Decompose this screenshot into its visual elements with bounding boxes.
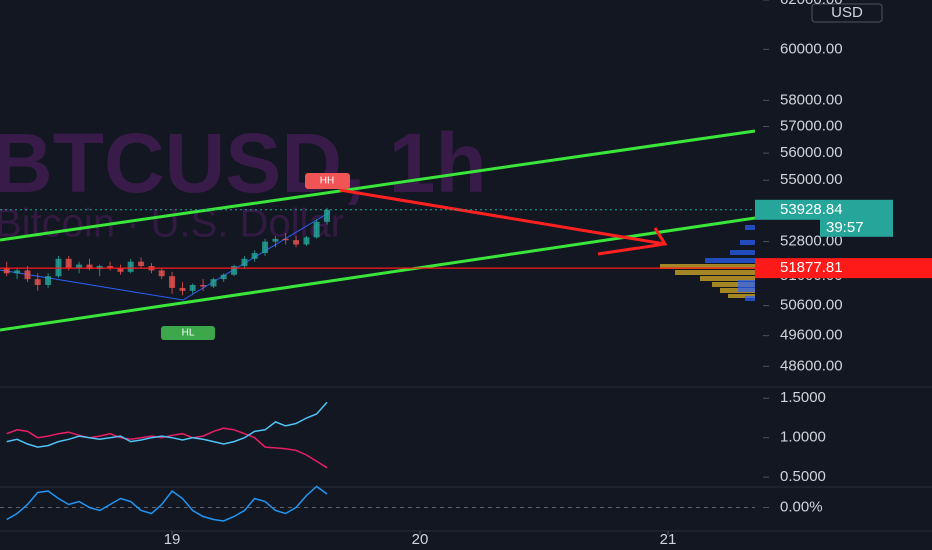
y-tick-label: 49600.00 (780, 327, 843, 344)
candle-body (127, 261, 134, 272)
hl-label-bg (161, 326, 215, 340)
candle-body (96, 266, 103, 269)
candle-body (65, 258, 72, 268)
candle-body (3, 267, 10, 274)
hh-label-bg (305, 173, 350, 189)
countdown: 39:57 (826, 219, 864, 236)
candle-body (251, 253, 258, 259)
currency: USD (831, 4, 863, 21)
y-tick-label: 1.5000 (780, 389, 826, 406)
y-tick-label: 48600.00 (780, 357, 843, 374)
candle-body (231, 266, 238, 275)
y-tick-label: 56000.00 (780, 144, 843, 161)
y-tick-label: 58000.00 (780, 91, 843, 108)
price-tag: 51877.81 (780, 259, 843, 276)
candle-body (138, 261, 145, 267)
candle-body (45, 276, 52, 285)
y-tick-label: 55000.00 (780, 171, 843, 188)
candle-body (303, 237, 310, 245)
y-tick-label: 0.5000 (780, 468, 826, 485)
y-tick-label: 50600.00 (780, 297, 843, 314)
last-price: 53928.84 (780, 201, 843, 218)
last-price-bg (755, 199, 893, 220)
channel-upper (0, 129, 756, 242)
price-tag-bg (755, 258, 932, 279)
x-tick-label: 21 (660, 531, 677, 548)
y-tick-label: 52800.00 (780, 233, 843, 250)
x-tick-label: 20 (412, 531, 429, 548)
candle-body (313, 221, 320, 238)
candle-body (241, 258, 248, 267)
candle-body (210, 279, 217, 287)
indicator-line (6, 485, 328, 522)
candle-body (293, 240, 300, 245)
candle-body (189, 284, 196, 291)
y-tick-label: 57000.00 (780, 117, 843, 134)
candle-body (220, 274, 227, 280)
candle-body (262, 241, 269, 254)
currency-box[interactable] (811, 3, 883, 23)
candle-body (14, 270, 21, 274)
watermark-subtitle: Bitcoin · U.S. Dollar (0, 202, 344, 246)
y-tick-label: 62000.00 (780, 0, 843, 8)
candle-body (169, 276, 176, 288)
candle-body (158, 270, 165, 277)
candle-body (272, 238, 279, 242)
candle-body (76, 264, 83, 268)
arrow-shaft (339, 188, 666, 246)
candle-body (282, 238, 289, 241)
volume-profile (660, 264, 755, 298)
candle-body (107, 266, 114, 268)
candle-body (55, 258, 62, 277)
y-tick-label: 0.00% (780, 498, 823, 515)
arrow-head (597, 227, 668, 256)
candle-body (200, 284, 207, 287)
candle-body (24, 270, 31, 280)
zigzag (0, 211, 331, 301)
x-tick-label: 19 (164, 531, 181, 548)
watermark: BTCUSD, 1h (0, 116, 487, 210)
y-tick-label: 60000.00 (780, 40, 843, 57)
hh-label: HH (320, 176, 334, 187)
candle-body (34, 279, 41, 285)
candle-body (117, 267, 124, 272)
indicator-line (6, 401, 328, 448)
candle-body (86, 264, 93, 269)
volume-profile-blue (705, 225, 755, 301)
hl-label: HL (182, 328, 195, 339)
candle-body (324, 209, 331, 222)
y-tick-label: 1.0000 (780, 429, 826, 446)
countdown-bg (820, 218, 893, 237)
candle-body (179, 287, 186, 291)
